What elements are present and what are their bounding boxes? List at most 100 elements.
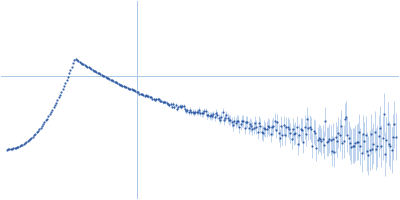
Point bbox=[22, 141, 28, 145]
Point bbox=[334, 140, 340, 143]
Point bbox=[309, 144, 316, 147]
Point bbox=[97, 73, 104, 76]
Point bbox=[261, 127, 267, 130]
Point bbox=[338, 124, 344, 128]
Point bbox=[391, 123, 398, 126]
Point bbox=[286, 128, 292, 131]
Point bbox=[40, 123, 46, 126]
Point bbox=[388, 148, 395, 151]
Point bbox=[34, 131, 40, 134]
Point bbox=[26, 138, 32, 142]
Point bbox=[206, 114, 213, 118]
Point bbox=[330, 137, 336, 140]
Point bbox=[88, 67, 94, 70]
Point bbox=[329, 149, 335, 152]
Point bbox=[146, 96, 153, 99]
Point bbox=[164, 101, 170, 105]
Point bbox=[321, 143, 327, 146]
Point bbox=[254, 130, 261, 133]
Point bbox=[24, 139, 31, 143]
Point bbox=[94, 71, 101, 74]
Point bbox=[138, 92, 144, 96]
Point bbox=[74, 59, 80, 62]
Point bbox=[98, 73, 105, 76]
Point bbox=[19, 143, 26, 146]
Point bbox=[166, 103, 172, 107]
Point bbox=[176, 104, 183, 108]
Point bbox=[193, 111, 200, 114]
Point bbox=[209, 114, 215, 118]
Point bbox=[214, 113, 220, 116]
Point bbox=[124, 86, 131, 89]
Point bbox=[86, 66, 92, 69]
Point bbox=[105, 77, 111, 80]
Point bbox=[344, 133, 351, 136]
Point bbox=[123, 86, 130, 89]
Point bbox=[295, 143, 301, 146]
Point bbox=[61, 84, 67, 88]
Point bbox=[171, 106, 178, 109]
Point bbox=[68, 65, 75, 68]
Point bbox=[152, 99, 158, 102]
Point bbox=[296, 133, 302, 137]
Point bbox=[381, 113, 387, 116]
Point bbox=[348, 145, 354, 148]
Point bbox=[184, 108, 191, 112]
Point bbox=[35, 129, 41, 133]
Point bbox=[89, 68, 96, 71]
Point bbox=[365, 154, 372, 157]
Point bbox=[148, 95, 154, 98]
Point bbox=[269, 126, 275, 129]
Point bbox=[154, 98, 161, 101]
Point bbox=[113, 80, 119, 84]
Point bbox=[56, 96, 62, 99]
Point bbox=[66, 72, 72, 75]
Point bbox=[284, 125, 291, 129]
Point bbox=[343, 116, 349, 119]
Point bbox=[183, 110, 189, 113]
Point bbox=[208, 114, 214, 117]
Point bbox=[221, 119, 227, 122]
Point bbox=[128, 87, 135, 91]
Point bbox=[244, 120, 250, 124]
Point bbox=[8, 147, 14, 151]
Point bbox=[314, 139, 321, 142]
Point bbox=[390, 135, 396, 138]
Point bbox=[109, 78, 115, 82]
Point bbox=[224, 116, 231, 119]
Point bbox=[335, 131, 342, 134]
Point bbox=[75, 59, 82, 63]
Point bbox=[44, 117, 50, 120]
Point bbox=[65, 75, 71, 78]
Point bbox=[273, 128, 279, 131]
Point bbox=[170, 102, 176, 105]
Point bbox=[92, 70, 98, 73]
Point bbox=[118, 84, 124, 87]
Point bbox=[313, 146, 320, 149]
Point bbox=[117, 83, 123, 86]
Point bbox=[178, 105, 184, 108]
Point bbox=[187, 108, 193, 112]
Point bbox=[132, 90, 139, 93]
Point bbox=[247, 122, 253, 126]
Point bbox=[63, 78, 70, 81]
Point bbox=[219, 111, 226, 114]
Point bbox=[140, 93, 146, 96]
Point bbox=[235, 120, 241, 123]
Point bbox=[30, 135, 36, 138]
Point bbox=[100, 74, 106, 77]
Point bbox=[53, 101, 59, 104]
Point bbox=[41, 121, 48, 124]
Point bbox=[13, 146, 19, 149]
Point bbox=[325, 140, 331, 143]
Point bbox=[9, 147, 15, 150]
Point bbox=[114, 82, 120, 85]
Point bbox=[216, 116, 222, 120]
Point bbox=[356, 131, 362, 134]
Point bbox=[378, 144, 384, 148]
Point bbox=[301, 125, 308, 129]
Point bbox=[79, 62, 85, 65]
Point bbox=[104, 76, 110, 79]
Point bbox=[278, 124, 284, 127]
Point bbox=[243, 120, 249, 124]
